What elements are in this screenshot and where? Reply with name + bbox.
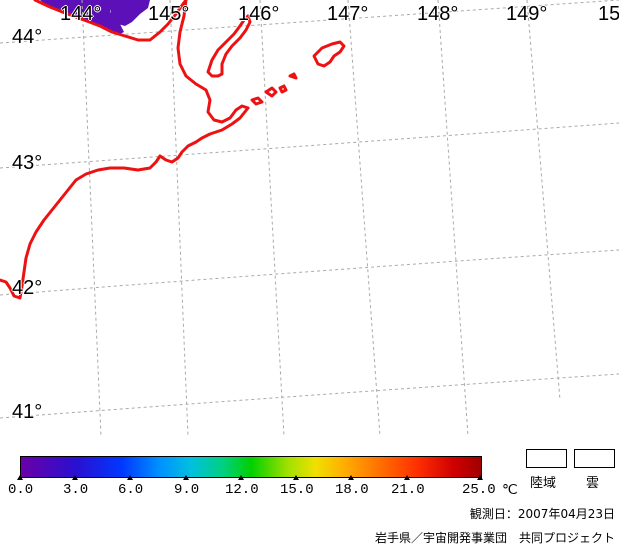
lon-label-144: 144°	[60, 3, 102, 25]
land-area-speckle	[108, 0, 150, 26]
colorbar-tick-label: 9.0	[174, 482, 200, 498]
lat-label-42: 42°	[12, 277, 43, 299]
colorbar-tick-label: 18.0	[335, 482, 369, 498]
lat-label-43: 43°	[12, 152, 43, 174]
cloud-legend-swatch	[574, 449, 615, 468]
colorbar-tick-label: 6.0	[118, 482, 144, 498]
colorbar-tick-label: 3.0	[63, 482, 89, 498]
lon-label-148: 148°	[417, 3, 459, 25]
temperature-colorbar	[20, 456, 482, 478]
colorbar-tick-label: 12.0	[225, 482, 259, 498]
lat-label-44: 44°	[12, 26, 43, 48]
land-legend-label: 陸域	[530, 476, 557, 491]
colorbar-tick-marker	[477, 475, 483, 480]
colorbar-tick-marker	[348, 475, 354, 480]
colorbar-tick-marker	[183, 475, 189, 480]
longitude-grid-lines	[81, 0, 561, 437]
colorbar-tick-label: 25.0	[462, 482, 496, 498]
colorbar-tick-marker	[293, 475, 299, 480]
colorbar-tick-label: 21.0	[391, 482, 425, 498]
lat-label-41: 41°	[12, 401, 43, 423]
lon-label-149: 149°	[506, 3, 548, 25]
lon-label-145: 145°	[148, 3, 190, 25]
colorbar-tick-marker	[17, 475, 23, 480]
colorbar-tick-marker	[72, 475, 78, 480]
lon-label-150: 15	[598, 3, 619, 25]
credit-text: 岩手県／宇宙開発事業団 共同プロジェクト	[374, 531, 615, 545]
colorbar-tick-label: 0.0	[8, 482, 34, 498]
coastline	[0, 0, 346, 300]
latitude-grid-lines	[0, 0, 619, 419]
lon-label-147: 147°	[327, 3, 369, 25]
colorbar-tick-label: 15.0	[280, 482, 314, 498]
colorbar-tick-marker	[127, 475, 133, 480]
cloud-legend-label: 雲	[586, 476, 600, 491]
lon-label-146: 146°	[238, 3, 280, 25]
land-legend-swatch	[526, 449, 567, 468]
observation-date: 観測日：2007年04月23日	[469, 507, 615, 521]
colorbar-unit: ℃	[502, 483, 518, 499]
colorbar-tick-marker	[404, 475, 410, 480]
colorbar-tick-marker	[238, 475, 244, 480]
